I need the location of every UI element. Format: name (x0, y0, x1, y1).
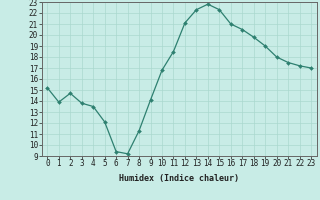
X-axis label: Humidex (Indice chaleur): Humidex (Indice chaleur) (119, 174, 239, 183)
